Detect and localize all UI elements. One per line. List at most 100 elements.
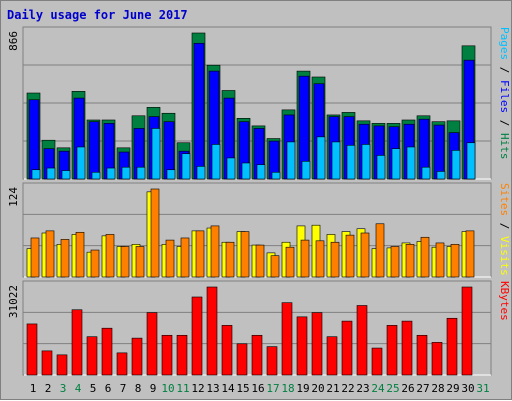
series-label-part: /	[498, 113, 511, 133]
chart-title: Daily usage for June 2017	[7, 8, 188, 22]
bar-kbytes-day-11	[176, 334, 188, 376]
day-label-11: 11	[176, 382, 189, 395]
bar-kbytes-day-28	[431, 342, 443, 376]
day-label-2: 2	[45, 382, 52, 395]
bar-files-day-12	[193, 42, 205, 180]
day-label-18: 18	[281, 382, 294, 395]
day-label-8: 8	[135, 382, 142, 395]
day-label-28: 28	[431, 382, 444, 395]
bar-files-day-28	[433, 124, 445, 180]
bar-pages-day-28	[436, 171, 446, 180]
bar-pages-day-19	[301, 160, 311, 180]
bar-pages-day-18	[286, 141, 296, 180]
bar-kbytes-day-14	[221, 325, 233, 376]
bar-kbytes-day-16	[251, 334, 263, 376]
day-label-30: 30	[461, 382, 474, 395]
y-max-label: 31022	[7, 285, 20, 318]
bar-kbytes-day-22	[341, 320, 353, 376]
bar-pages-day-13	[211, 144, 221, 180]
day-label-3: 3	[60, 382, 67, 395]
day-label-29: 29	[446, 382, 459, 395]
bar-pages-day-6	[106, 167, 116, 180]
bar-sites-day-11	[180, 237, 190, 278]
day-label-12: 12	[191, 382, 204, 395]
bar-sites-day-29	[450, 244, 460, 278]
bar-kbytes-day-7	[116, 352, 128, 376]
bar-kbytes-day-30	[461, 286, 473, 376]
bar-kbytes-day-15	[236, 343, 248, 376]
bar-pages-day-23	[361, 144, 371, 180]
day-label-7: 7	[120, 382, 127, 395]
bar-sites-day-5	[90, 249, 100, 278]
bar-kbytes-day-4	[71, 309, 83, 376]
day-label-21: 21	[326, 382, 339, 395]
day-label-6: 6	[105, 382, 112, 395]
bar-sites-day-13	[210, 225, 220, 278]
bar-sites-day-15	[240, 231, 250, 278]
bar-kbytes-day-24	[371, 347, 383, 376]
bar-pages-day-11	[181, 153, 191, 180]
panel-middle: 124 Sites / Visits	[7, 182, 511, 278]
series-label-part: /	[498, 60, 511, 80]
bar-pages-day-7	[121, 166, 131, 180]
day-label-9: 9	[150, 382, 157, 395]
bar-pages-day-17	[271, 171, 281, 180]
series-label-part: Visits	[498, 236, 511, 276]
day-label-10: 10	[161, 382, 174, 395]
bar-sites-day-1	[30, 237, 40, 278]
bar-pages-day-21	[331, 141, 341, 180]
bar-kbytes-day-25	[386, 325, 398, 376]
bar-sites-day-3	[60, 239, 70, 278]
bar-sites-day-27	[420, 236, 430, 278]
bar-pages-day-15	[241, 162, 251, 180]
bar-kbytes-day-20	[311, 312, 323, 376]
y-max-label: 124	[7, 187, 20, 207]
bar-sites-day-16	[255, 244, 265, 278]
bar-kbytes-day-18	[281, 302, 293, 376]
bar-kbytes-day-5	[86, 336, 98, 376]
day-label-27: 27	[416, 382, 429, 395]
bar-pages-day-8	[136, 166, 146, 180]
bar-pages-day-1	[31, 169, 41, 180]
bar-pages-day-10	[166, 169, 176, 180]
bar-kbytes-day-12	[191, 296, 203, 376]
bar-pages-day-16	[256, 164, 266, 180]
panel-bottom: 31022 KBytes	[7, 280, 511, 376]
bar-kbytes-day-3	[56, 354, 68, 376]
bar-kbytes-day-19	[296, 316, 308, 376]
bar-pages-day-24	[376, 155, 386, 180]
bar-kbytes-day-1	[26, 323, 38, 376]
day-label-23: 23	[356, 382, 369, 395]
bar-kbytes-day-8	[131, 337, 143, 376]
bar-sites-day-19	[300, 239, 310, 278]
bar-kbytes-day-2	[41, 350, 53, 376]
series-label-part: Hits	[498, 133, 511, 160]
day-label-19: 19	[296, 382, 309, 395]
bar-pages-day-27	[421, 166, 431, 180]
day-label-24: 24	[371, 382, 385, 395]
bar-sites-day-22	[345, 234, 355, 278]
bar-pages-day-2	[46, 167, 56, 180]
bar-kbytes-day-23	[356, 305, 368, 376]
day-label-1: 1	[30, 382, 37, 395]
bar-sites-day-8	[135, 246, 145, 278]
day-label-16: 16	[251, 382, 264, 395]
bar-sites-day-6	[105, 234, 115, 278]
bar-pages-day-22	[346, 144, 356, 180]
series-label-part: Files	[498, 80, 511, 113]
bar-files-day-1	[28, 99, 40, 180]
bar-kbytes-day-21	[326, 336, 338, 376]
bar-pages-day-4	[76, 146, 86, 180]
bar-kbytes-day-27	[416, 334, 428, 376]
bar-pages-day-5	[91, 171, 101, 180]
bar-sites-day-17	[270, 255, 280, 278]
bar-pages-day-9	[151, 128, 161, 180]
series-label-part: Pages	[498, 27, 511, 60]
bar-kbytes-day-17	[266, 346, 278, 376]
day-label-22: 22	[341, 382, 354, 395]
bar-kbytes-day-6	[101, 327, 113, 376]
bar-pages-day-26	[406, 146, 416, 180]
bar-sites-day-2	[45, 230, 55, 278]
